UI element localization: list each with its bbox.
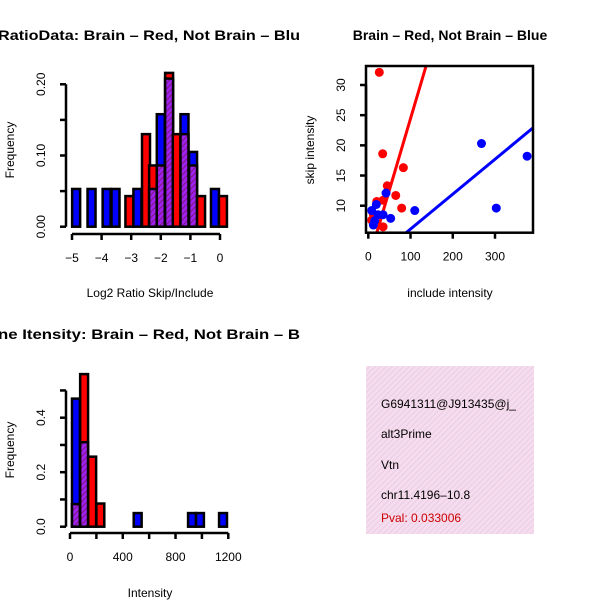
intensity-scatter-title: Brain – Red, Not Brain – Blue [353, 27, 548, 43]
ratio-histogram-ylabel: Frequency [3, 122, 17, 179]
info-event-id: G6941311@J913435@j_ [381, 397, 516, 411]
bar-not-brain [86, 187, 97, 228]
y-tick-label: 20 [334, 138, 348, 152]
point-brain [378, 222, 388, 232]
x-tick-label: −2 [154, 251, 168, 265]
point-brain [378, 149, 388, 159]
bar-brain [95, 502, 106, 528]
info-pval: Pval: 0.033006 [381, 511, 461, 525]
point-not-brain [367, 206, 377, 216]
y-tick-label: 0.10 [34, 143, 48, 167]
x-tick-label: 800 [166, 550, 186, 564]
x-tick-label: −1 [184, 251, 198, 265]
bar-not-brain [70, 187, 82, 228]
bar-brain [195, 194, 207, 228]
bar-overlap [78, 440, 90, 528]
intensity-scatter-ylabel: skip intensity [303, 116, 317, 185]
point-brain [397, 203, 407, 213]
fit-line-brain [375, 66, 428, 233]
info-event-type: alt3Prime [381, 427, 432, 441]
intensity-scatter: Brain – Red, Not Brain – Blue include in… [303, 27, 547, 300]
x-tick-label: 200 [443, 250, 463, 264]
y-tick-label: 30 [334, 78, 348, 92]
fit-line-not-brain [404, 126, 533, 233]
bar-not-brain [217, 511, 229, 528]
intensity-scatter-plot: 0 100 200 300 10 15 20 25 30 [334, 64, 535, 264]
x-tick-label: −4 [95, 251, 109, 265]
point-not-brain [378, 210, 388, 220]
intensity-histogram-title: ne Itensity: Brain – Red, Not Brain – B [0, 326, 300, 342]
x-tick-label: 300 [485, 250, 505, 264]
bar-overlap [179, 132, 190, 228]
intensity-histogram-plot: 0 400 800 1200 0.0 0.2 0.4 [34, 372, 242, 564]
bar-overlap [155, 164, 167, 228]
bar-not-brain [132, 511, 143, 528]
scatter-points [367, 66, 533, 233]
x-tick-label: 400 [113, 550, 133, 564]
x-tick-label: −3 [124, 251, 138, 265]
y-tick-label: 0.20 [34, 72, 48, 96]
point-not-brain [522, 151, 532, 161]
point-not-brain [386, 213, 396, 223]
intensity-histogram-xlabel: Intensity [128, 586, 173, 600]
y-tick-label: 15 [334, 169, 348, 183]
intensity-scatter-xlabel: include intensity [407, 286, 492, 300]
ratio-histogram-xlabel: Log2 Ratio Skip/Include [87, 286, 214, 300]
point-brain [398, 163, 408, 173]
point-brain [382, 181, 392, 191]
intensity-histogram-ylabel: Frequency [3, 422, 17, 479]
info-location: chr11.4196–10.8 [381, 488, 471, 502]
bar-not-brain [101, 187, 112, 228]
point-brain [391, 190, 401, 200]
x-tick-label: −5 [65, 251, 79, 265]
y-tick-label: 0.2 [34, 464, 48, 481]
x-tick-label: 100 [401, 250, 421, 264]
point-brain [374, 67, 384, 77]
x-tick-label: 0 [217, 251, 224, 265]
x-tick-label: 1200 [215, 550, 242, 564]
y-tick-label: 0.00 [34, 215, 48, 239]
bar-overlap [70, 502, 82, 528]
ratio-histogram: RatioData: Brain – Red, Not Brain – Blu … [0, 27, 300, 300]
info-gene: Vtn [381, 458, 399, 472]
point-not-brain [491, 203, 501, 213]
x-tick-label: 0 [67, 550, 74, 564]
point-not-brain [410, 206, 420, 216]
point-not-brain [370, 216, 380, 226]
y-tick-label: 0.0 [34, 518, 48, 535]
intensity-histogram: ne Itensity: Brain – Red, Not Brain – B … [0, 326, 300, 600]
info-panel: G6941311@J913435@j_ alt3Prime Vtn chr11.… [366, 366, 534, 534]
bar-not-brain [110, 187, 121, 228]
bar-not-brain [194, 511, 206, 528]
bar-brain [86, 455, 98, 528]
info-panel-background [366, 366, 534, 534]
y-tick-label: 0.4 [34, 409, 48, 426]
bar-brain [217, 194, 229, 228]
ratio-histogram-title: RatioData: Brain – Red, Not Brain – Blu [0, 27, 300, 43]
bar-not-brain [132, 187, 143, 228]
y-tick-label: 25 [334, 108, 348, 122]
ratio-histogram-plot: −5 −4 −3 −2 −1 0 0.00 0.10 0.20 [34, 71, 229, 265]
point-not-brain [476, 139, 486, 149]
x-tick-label: 0 [365, 250, 372, 264]
y-tick-label: 10 [334, 199, 348, 213]
point-not-brain [381, 188, 391, 198]
